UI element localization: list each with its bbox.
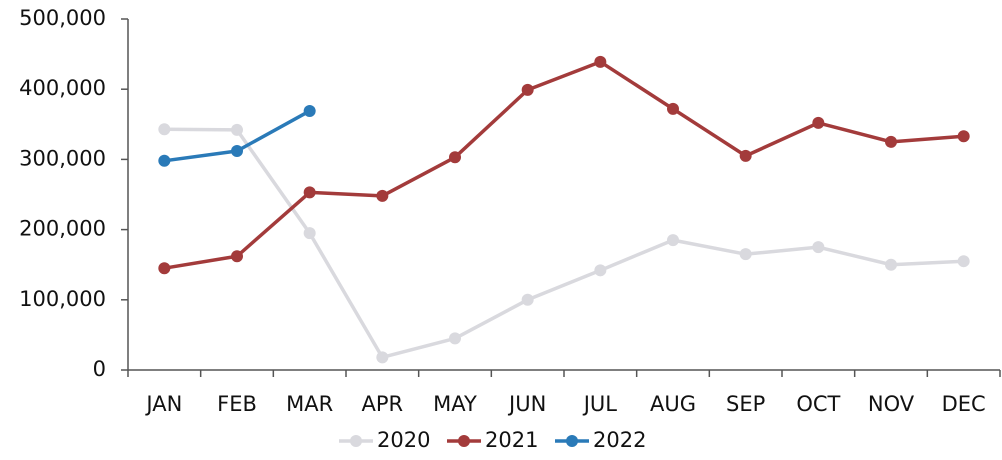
legend-label: 2022 (593, 428, 646, 452)
point (376, 189, 389, 202)
point (885, 135, 897, 148)
point (449, 151, 461, 164)
point (231, 250, 243, 263)
point (376, 351, 389, 364)
legend-marker (566, 435, 578, 447)
point (739, 149, 752, 162)
y-tick-label: 500,000 (19, 6, 106, 30)
x-tick-label: OCT (796, 392, 840, 416)
legend-marker (350, 435, 362, 447)
point (594, 264, 607, 277)
y-tick-label: 200,000 (19, 217, 106, 241)
point (521, 293, 534, 306)
point (303, 227, 316, 240)
point (449, 332, 461, 345)
series-line (164, 60, 964, 270)
x-tick-label: JAN (144, 392, 182, 416)
point (158, 154, 171, 167)
x-tick-label: APR (362, 392, 404, 416)
series-line (164, 127, 964, 360)
point (812, 116, 825, 129)
x-tick-label: MAR (286, 392, 333, 416)
point (231, 144, 243, 157)
legend-label: 2020 (377, 428, 430, 452)
point (231, 123, 243, 136)
legend-item: 2021 (447, 428, 538, 452)
x-tick-label: JUN (507, 392, 546, 416)
point (521, 83, 534, 96)
point (812, 241, 825, 254)
point (303, 186, 316, 199)
legend-item: 2020 (339, 428, 430, 452)
point (957, 255, 970, 268)
point (303, 104, 316, 117)
x-tick-label: MAY (433, 392, 477, 416)
x-tick-label: DEC (942, 392, 986, 416)
y-tick-label: 300,000 (19, 146, 106, 170)
x-tick-label: SEP (726, 392, 765, 416)
y-tick-label: 400,000 (19, 76, 106, 100)
x-tick-label: AUG (650, 392, 696, 416)
point (739, 248, 752, 261)
point (667, 102, 679, 115)
legend-label: 2021 (485, 428, 538, 452)
point (957, 130, 970, 143)
point (158, 262, 171, 275)
legend-marker (458, 435, 470, 447)
point (885, 258, 897, 271)
point (667, 234, 679, 247)
point (594, 55, 607, 68)
x-tick-label: JUL (582, 392, 618, 416)
legend-item: 2022 (555, 428, 646, 452)
y-tick-label: 0 (93, 357, 106, 381)
y-tick-label: 100,000 (19, 287, 106, 311)
point (158, 123, 171, 136)
x-tick-label: FEB (217, 392, 257, 416)
x-tick-label: NOV (868, 392, 915, 416)
